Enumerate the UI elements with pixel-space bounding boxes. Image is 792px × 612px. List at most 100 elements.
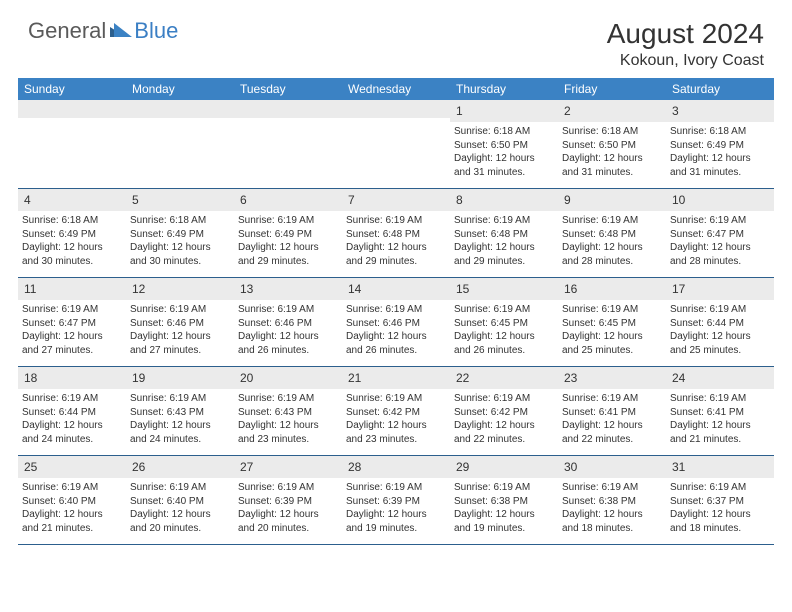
empty-day-header xyxy=(18,100,126,118)
daylight-line: Daylight: 12 hours and 27 minutes. xyxy=(130,330,230,357)
day-number: 1 xyxy=(456,104,463,118)
daylight-line: Daylight: 12 hours and 24 minutes. xyxy=(22,419,122,446)
sunrise-line: Sunrise: 6:19 AM xyxy=(562,392,662,406)
daylight-line: Daylight: 12 hours and 30 minutes. xyxy=(130,241,230,268)
day-cell: 4Sunrise: 6:18 AMSunset: 6:49 PMDaylight… xyxy=(18,189,126,277)
day-number-row: 20 xyxy=(234,367,342,389)
week-row: 25Sunrise: 6:19 AMSunset: 6:40 PMDayligh… xyxy=(18,456,774,545)
daylight-line: Daylight: 12 hours and 31 minutes. xyxy=(562,152,662,179)
day-cell: 23Sunrise: 6:19 AMSunset: 6:41 PMDayligh… xyxy=(558,367,666,455)
sunrise-line: Sunrise: 6:19 AM xyxy=(346,303,446,317)
day-number-row: 29 xyxy=(450,456,558,478)
day-cell: 5Sunrise: 6:18 AMSunset: 6:49 PMDaylight… xyxy=(126,189,234,277)
day-cell: 21Sunrise: 6:19 AMSunset: 6:42 PMDayligh… xyxy=(342,367,450,455)
day-number: 11 xyxy=(24,282,36,296)
day-cell: 17Sunrise: 6:19 AMSunset: 6:44 PMDayligh… xyxy=(666,278,774,366)
day-number: 5 xyxy=(132,193,139,207)
sunset-line: Sunset: 6:49 PM xyxy=(130,228,230,242)
sunrise-line: Sunrise: 6:19 AM xyxy=(562,214,662,228)
day-number: 23 xyxy=(564,371,577,385)
sunrise-line: Sunrise: 6:19 AM xyxy=(454,303,554,317)
day-number-row: 18 xyxy=(18,367,126,389)
sunset-line: Sunset: 6:46 PM xyxy=(346,317,446,331)
sunset-line: Sunset: 6:44 PM xyxy=(22,406,122,420)
day-number-row: 26 xyxy=(126,456,234,478)
day-cell: 14 Sunrise: 6:19 AMSunset: 6:46 PMDayligh… xyxy=(342,278,450,366)
day-number-row: 7 xyxy=(342,189,450,211)
sunset-line: Sunset: 6:49 PM xyxy=(238,228,338,242)
day-cell: 31Sunrise: 6:19 AMSunset: 6:37 PMDayligh… xyxy=(666,456,774,544)
sunrise-line: Sunrise: 6:19 AM xyxy=(130,392,230,406)
day-number-row: 10 xyxy=(666,189,774,211)
sunrise-line: Sunrise: 6:18 AM xyxy=(670,125,770,139)
sunrise-line: Sunrise: 6:18 AM xyxy=(22,214,122,228)
daylight-line: Daylight: 12 hours and 31 minutes. xyxy=(670,152,770,179)
day-number: 3 xyxy=(672,104,679,118)
day-number: 9 xyxy=(564,193,571,207)
day-number-row: 23 xyxy=(558,367,666,389)
day-cell: 6Sunrise: 6:19 AMSunset: 6:49 PMDaylight… xyxy=(234,189,342,277)
sunrise-line: Sunrise: 6:18 AM xyxy=(454,125,554,139)
weekday-label: Tuesday xyxy=(234,78,342,100)
sunset-line: Sunset: 6:47 PM xyxy=(22,317,122,331)
day-cell: 15Sunrise: 6:19 AMSunset: 6:45 PMDayligh… xyxy=(450,278,558,366)
logo-text-general: General xyxy=(28,18,106,44)
day-number-row: 12 xyxy=(126,278,234,300)
day-number: 16 xyxy=(564,282,577,296)
day-number-row: 22 xyxy=(450,367,558,389)
day-number: 20 xyxy=(240,371,253,385)
empty-day-header xyxy=(342,100,450,118)
sunrise-line: Sunrise: 6:19 AM xyxy=(238,214,338,228)
sunset-line: Sunset: 6:41 PM xyxy=(670,406,770,420)
day-number: 13 xyxy=(240,282,253,296)
sunset-line: Sunset: 6:43 PM xyxy=(238,406,338,420)
sunrise-line: Sunrise: 6:19 AM xyxy=(670,392,770,406)
sunrise-line: Sunrise: 6:19 AM xyxy=(238,303,338,317)
daylight-line: Daylight: 12 hours and 21 minutes. xyxy=(670,419,770,446)
sunrise-line: Sunrise: 6:19 AM xyxy=(130,481,230,495)
daylight-line: Daylight: 12 hours and 22 minutes. xyxy=(454,419,554,446)
sunrise-line: Sunrise: 6:19 AM xyxy=(238,392,338,406)
logo-text-blue: Blue xyxy=(134,18,178,44)
day-number-row: 11 xyxy=(18,278,126,300)
sunrise-line: Sunrise: 6:19 AM xyxy=(562,303,662,317)
day-number-row: 6 xyxy=(234,189,342,211)
day-number-row: 13 xyxy=(234,278,342,300)
day-number-row: 8 xyxy=(450,189,558,211)
sunset-line: Sunset: 6:45 PM xyxy=(562,317,662,331)
day-number: 27 xyxy=(240,460,253,474)
day-number-row: 16 xyxy=(558,278,666,300)
day-number-row: 30 xyxy=(558,456,666,478)
daylight-line: Daylight: 12 hours and 24 minutes. xyxy=(130,419,230,446)
day-number-row: 31 xyxy=(666,456,774,478)
week-row: 18Sunrise: 6:19 AMSunset: 6:44 PMDayligh… xyxy=(18,367,774,456)
sunset-line: Sunset: 6:42 PM xyxy=(454,406,554,420)
logo: General Blue xyxy=(28,18,178,44)
sunset-line: Sunset: 6:37 PM xyxy=(670,495,770,509)
title-block: August 2024 Kokoun, Ivory Coast xyxy=(607,18,764,70)
day-cell: 3 Sunrise: 6:18 AMSunset: 6:49 PMDaylight… xyxy=(666,100,774,188)
daylight-line: Daylight: 12 hours and 19 minutes. xyxy=(454,508,554,535)
sunset-line: Sunset: 6:38 PM xyxy=(454,495,554,509)
sunrise-line: Sunrise: 6:18 AM xyxy=(562,125,662,139)
sunset-line: Sunset: 6:48 PM xyxy=(346,228,446,242)
weekday-label: Sunday xyxy=(18,78,126,100)
day-number-row: 14 xyxy=(342,278,450,300)
weekday-header-row: SundayMondayTuesdayWednesdayThursdayFrid… xyxy=(18,78,774,100)
day-cell xyxy=(342,100,450,188)
day-cell: 8Sunrise: 6:19 AMSunset: 6:48 PMDaylight… xyxy=(450,189,558,277)
sunset-line: Sunset: 6:49 PM xyxy=(670,139,770,153)
sunset-line: Sunset: 6:44 PM xyxy=(670,317,770,331)
sunrise-line: Sunrise: 6:19 AM xyxy=(670,214,770,228)
daylight-line: Daylight: 12 hours and 25 minutes. xyxy=(562,330,662,357)
sunset-line: Sunset: 6:40 PM xyxy=(130,495,230,509)
day-number-row: 21 xyxy=(342,367,450,389)
daylight-line: Daylight: 12 hours and 22 minutes. xyxy=(562,419,662,446)
day-cell: 30Sunrise: 6:19 AMSunset: 6:38 PMDayligh… xyxy=(558,456,666,544)
day-number-row: 1 xyxy=(450,100,558,122)
day-cell: 29Sunrise: 6:19 AMSunset: 6:38 PMDayligh… xyxy=(450,456,558,544)
daylight-line: Daylight: 12 hours and 26 minutes. xyxy=(346,330,446,357)
sunrise-line: Sunrise: 6:19 AM xyxy=(670,481,770,495)
day-cell: 13Sunrise: 6:19 AMSunset: 6:46 PMDayligh… xyxy=(234,278,342,366)
day-number: 19 xyxy=(132,371,145,385)
